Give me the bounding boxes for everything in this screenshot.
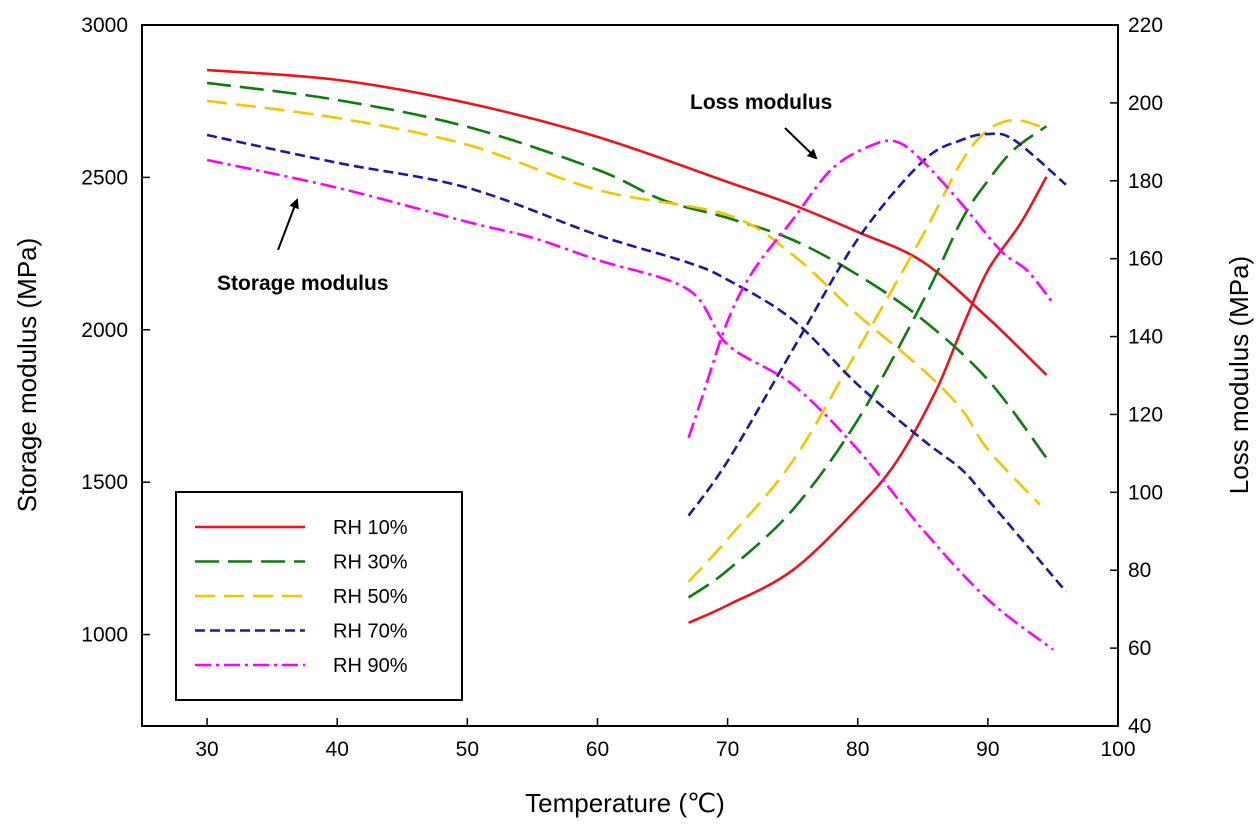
annotation-loss-modulus: Loss modulus bbox=[690, 91, 832, 114]
y2-axis-label: Loss modulus (MPa) bbox=[1224, 256, 1254, 494]
legend-label-rh50: RH 50% bbox=[333, 586, 408, 608]
y2-tick-label: 140 bbox=[1128, 326, 1163, 349]
legend: RH 10% RH 30% RH 50% RH 70% RH 90% bbox=[175, 491, 463, 701]
y-tick-label: 2500 bbox=[81, 166, 128, 189]
loss-curve-rh70 bbox=[687, 132, 1067, 517]
legend-label-rh70: RH 70% bbox=[333, 621, 408, 643]
annotation-loss-arrow bbox=[784, 127, 818, 160]
x-tick-label: 30 bbox=[195, 738, 218, 761]
y-tick-label: 2000 bbox=[81, 319, 128, 342]
y-tick-label: 1500 bbox=[81, 471, 128, 494]
y2-tick-label: 200 bbox=[1128, 92, 1163, 115]
x-tick-label: 70 bbox=[716, 738, 739, 761]
y-axis-label: Storage modulus (MPa) bbox=[12, 238, 42, 513]
plot-frame bbox=[141, 24, 1119, 727]
x-tick-label: 90 bbox=[976, 738, 999, 761]
y2-tick-label: 180 bbox=[1128, 170, 1163, 193]
y-tick-label: 3000 bbox=[81, 14, 128, 37]
y2-tick-label: 80 bbox=[1128, 559, 1151, 582]
annotation-storage-modulus: Storage modulus bbox=[217, 272, 389, 295]
x-tick-label: 80 bbox=[846, 738, 869, 761]
annotation-storage-arrow bbox=[277, 198, 299, 251]
x-tick-label: 50 bbox=[456, 738, 479, 761]
legend-box bbox=[175, 491, 463, 701]
y2-tick-label: 40 bbox=[1128, 715, 1151, 738]
loss-curve-rh50 bbox=[687, 118, 1041, 583]
loss-curve-rh30 bbox=[687, 125, 1048, 599]
storage-curve-rh10 bbox=[206, 68, 1048, 376]
x-tick-label: 40 bbox=[326, 738, 349, 761]
storage-curve-rh90 bbox=[206, 158, 1054, 651]
loss-curve-rh90 bbox=[687, 139, 1054, 439]
legend-label-rh10: RH 10% bbox=[333, 517, 408, 539]
legend-label-rh90: RH 90% bbox=[333, 655, 408, 677]
storage-curve-rh70 bbox=[206, 133, 1067, 593]
legend-label-rh30: RH 30% bbox=[333, 552, 408, 574]
x-tick-label: 100 bbox=[1100, 738, 1135, 761]
storage-curve-rh50 bbox=[206, 99, 1041, 506]
y2-tick-label: 100 bbox=[1128, 481, 1163, 504]
loss-curve-rh10 bbox=[688, 176, 1048, 624]
y2-tick-label: 220 bbox=[1128, 14, 1163, 37]
storage-curve-rh30 bbox=[206, 81, 1048, 459]
x-tick-label: 60 bbox=[586, 738, 609, 761]
x-axis-label: Temperature (℃) bbox=[525, 788, 725, 818]
y2-tick-label: 120 bbox=[1128, 403, 1163, 426]
y-tick-label: 1000 bbox=[81, 624, 128, 647]
y2-tick-label: 160 bbox=[1128, 248, 1163, 271]
y2-tick-label: 60 bbox=[1128, 637, 1151, 660]
